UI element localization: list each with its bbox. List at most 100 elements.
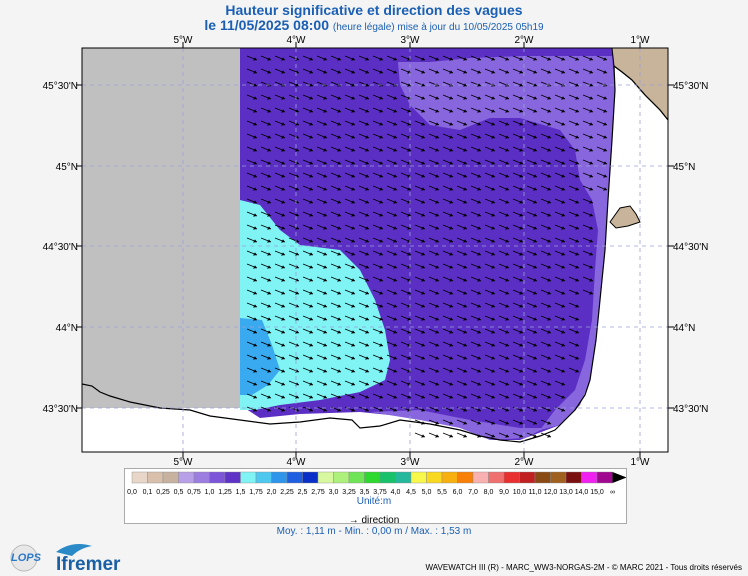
legend-swatch	[441, 471, 458, 484]
direction-arrow	[484, 68, 496, 74]
direction-arrow	[582, 211, 594, 217]
direction-arrow	[568, 367, 580, 373]
direction-arrow	[470, 237, 482, 243]
direction-arrow	[316, 237, 328, 243]
direction-arrow	[302, 237, 314, 243]
direction-arrow	[302, 341, 314, 347]
direction-arrow	[498, 380, 510, 386]
ifremer-logo: Ifremer	[56, 544, 121, 574]
direction-arrow	[540, 94, 552, 100]
legend-swatch	[162, 471, 179, 484]
direction-arrow	[596, 159, 608, 165]
direction-arrow	[498, 289, 510, 295]
direction-arrow	[344, 107, 356, 113]
lat-label-right: 44°30'N	[673, 242, 708, 253]
direction-arrow	[316, 393, 328, 399]
direction-arrow	[288, 250, 300, 256]
direction-arrow	[288, 81, 300, 87]
direction-arrow	[344, 276, 356, 282]
direction-arrow	[246, 328, 258, 334]
direction-arrow	[540, 211, 552, 217]
direction-arrow	[442, 94, 454, 100]
direction-arrow	[554, 120, 566, 126]
direction-arrow	[344, 393, 356, 399]
direction-arrow	[400, 224, 412, 230]
direction-arrow	[428, 354, 440, 360]
legend-swatch	[395, 471, 412, 484]
direction-arrow	[484, 172, 496, 178]
direction-arrow	[484, 406, 496, 412]
direction-arrow	[260, 315, 272, 321]
direction-arrow	[456, 133, 468, 139]
direction-arrow	[260, 302, 272, 308]
direction-arrow	[260, 263, 272, 269]
legend-value: 12,0	[544, 489, 558, 496]
direction-arrow	[358, 185, 370, 191]
direction-arrow	[442, 55, 454, 61]
direction-arrow	[470, 289, 482, 295]
direction-arrow	[526, 341, 538, 347]
legend-swatch	[147, 471, 164, 484]
direction-arrow	[358, 133, 370, 139]
direction-arrow	[316, 107, 328, 113]
direction-arrow	[582, 159, 594, 165]
direction-arrow	[498, 432, 510, 438]
direction-arrow	[316, 315, 328, 321]
direction-arrow	[302, 185, 314, 191]
direction-arrow	[456, 276, 468, 282]
direction-arrow	[274, 393, 286, 399]
direction-arrow	[442, 341, 454, 347]
direction-arrow	[400, 185, 412, 191]
lon-label-bottom: 1°W	[631, 457, 651, 468]
direction-arrow	[554, 133, 566, 139]
direction-arrow	[456, 263, 468, 269]
direction-arrow	[386, 354, 398, 360]
direction-arrow	[498, 354, 510, 360]
lat-label-left: 45°N	[56, 162, 78, 173]
direction-arrow	[442, 419, 454, 425]
direction-arrow	[498, 146, 510, 152]
direction-arrow	[274, 159, 286, 165]
direction-arrow	[554, 250, 566, 256]
direction-arrow	[582, 198, 594, 204]
direction-arrow	[484, 393, 496, 399]
direction-arrow	[540, 328, 552, 334]
direction-arrow	[456, 198, 468, 204]
direction-arrow	[414, 81, 426, 87]
legend-swatch	[565, 471, 582, 484]
direction-arrow	[414, 302, 426, 308]
direction-arrow	[386, 328, 398, 334]
direction-arrow	[554, 185, 566, 191]
direction-arrow	[330, 367, 342, 373]
direction-arrow	[414, 341, 426, 347]
direction-arrow	[428, 107, 440, 113]
direction-arrow	[540, 172, 552, 178]
direction-arrow	[400, 250, 412, 256]
direction-arrow	[554, 237, 566, 243]
direction-arrow	[316, 263, 328, 269]
legend-swatch	[333, 471, 350, 484]
direction-arrow	[428, 406, 440, 412]
direction-arrow	[316, 276, 328, 282]
direction-arrow	[428, 172, 440, 178]
direction-arrow	[456, 354, 468, 360]
legend-value: 3,0	[329, 489, 339, 496]
direction-arrow	[596, 94, 608, 100]
direction-arrow	[512, 211, 524, 217]
direction-arrow	[582, 120, 594, 126]
direction-arrow	[428, 146, 440, 152]
direction-arrow	[428, 133, 440, 139]
direction-arrow	[274, 354, 286, 360]
direction-arrow	[470, 172, 482, 178]
map-frame	[81, 47, 669, 453]
direction-arrow	[442, 198, 454, 204]
direction-arrow	[344, 133, 356, 139]
direction-arrow	[372, 367, 384, 373]
direction-arrow	[316, 354, 328, 360]
direction-arrow	[386, 315, 398, 321]
direction-arrow	[568, 224, 580, 230]
direction-arrow	[344, 211, 356, 217]
direction-arrow	[246, 237, 258, 243]
direction-arrow	[288, 315, 300, 321]
direction-arrow	[330, 302, 342, 308]
